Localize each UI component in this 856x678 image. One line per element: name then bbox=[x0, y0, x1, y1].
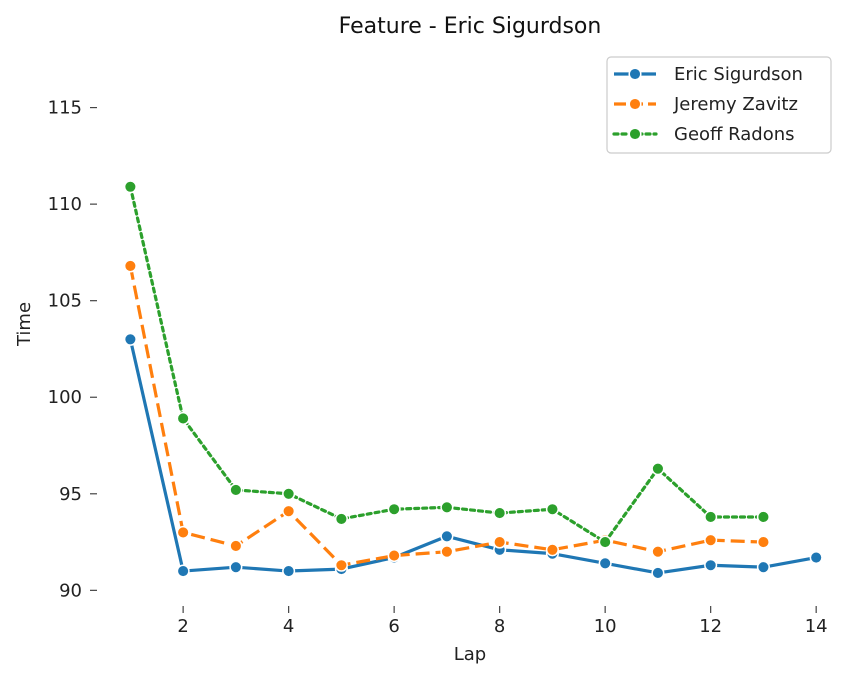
data-point bbox=[651, 566, 665, 580]
data-point bbox=[229, 560, 243, 574]
data-point bbox=[229, 539, 243, 553]
data-point bbox=[334, 558, 348, 572]
data-point bbox=[440, 529, 454, 543]
x-tick-label: 6 bbox=[388, 616, 399, 637]
y-tick-label: 100 bbox=[48, 387, 82, 408]
series-line bbox=[128, 338, 817, 575]
data-point bbox=[229, 483, 243, 497]
data-point bbox=[123, 180, 137, 194]
legend: Eric Sigurdson Jeremy Zavitz Geoff Radons bbox=[606, 56, 832, 154]
data-point bbox=[176, 411, 190, 426]
data-point bbox=[545, 543, 559, 557]
legend-marker bbox=[628, 97, 642, 111]
data-point bbox=[756, 535, 770, 549]
legend-item: Geoff Radons bbox=[612, 124, 795, 145]
data-point bbox=[704, 510, 718, 524]
data-point bbox=[387, 549, 401, 563]
legend-item: Eric Sigurdson bbox=[614, 64, 803, 85]
series-line bbox=[128, 265, 764, 567]
data-point bbox=[440, 500, 454, 514]
data-point bbox=[704, 533, 718, 547]
legend-marker bbox=[628, 67, 642, 81]
data-point bbox=[598, 535, 612, 549]
data-point bbox=[493, 506, 507, 520]
data-point bbox=[282, 504, 296, 518]
data-point bbox=[651, 462, 665, 476]
data-point bbox=[282, 487, 296, 501]
chart-title: Feature - Eric Sigurdson bbox=[339, 14, 602, 39]
data-point bbox=[598, 556, 612, 570]
data-point bbox=[176, 564, 190, 578]
data-point bbox=[809, 550, 823, 565]
data-point bbox=[440, 545, 454, 559]
x-tick-label: 10 bbox=[594, 616, 617, 637]
legend-label: Geoff Radons bbox=[674, 124, 795, 145]
data-point bbox=[282, 564, 296, 578]
data-point bbox=[123, 259, 137, 273]
data-point bbox=[123, 332, 137, 346]
series-line bbox=[128, 185, 766, 544]
legend-label: Jeremy Zavitz bbox=[673, 94, 798, 115]
series-2 bbox=[123, 259, 770, 572]
data-point bbox=[651, 545, 665, 559]
series-layer bbox=[123, 180, 823, 580]
data-point bbox=[176, 525, 190, 539]
y-tick-label: 90 bbox=[59, 580, 82, 601]
x-tick-label: 2 bbox=[177, 616, 188, 637]
data-point bbox=[704, 558, 718, 572]
data-point bbox=[493, 535, 507, 549]
legend-item: Jeremy Zavitz bbox=[614, 94, 798, 115]
legend-label: Eric Sigurdson bbox=[674, 64, 803, 85]
y-tick-label: 110 bbox=[48, 194, 82, 215]
legend-frame bbox=[606, 56, 832, 154]
data-point bbox=[334, 512, 348, 526]
y-tick-label: 115 bbox=[48, 98, 82, 119]
data-point bbox=[756, 510, 770, 524]
data-point bbox=[387, 502, 401, 516]
data-point bbox=[545, 502, 559, 516]
y-tick-label: 105 bbox=[48, 291, 82, 312]
x-axis-title: Lap bbox=[454, 644, 486, 665]
legend-marker bbox=[628, 127, 642, 141]
y-axis-title: Time bbox=[14, 302, 35, 347]
series-3 bbox=[123, 180, 770, 549]
x-tick-label: 14 bbox=[805, 616, 828, 637]
x-tick-label: 4 bbox=[283, 616, 294, 637]
data-point bbox=[756, 560, 770, 574]
axis-ticks: 90 95 100 105 110 115 2 4 6 8 10 12 14 bbox=[48, 98, 828, 637]
x-tick-label: 12 bbox=[699, 616, 722, 637]
x-tick-label: 8 bbox=[494, 616, 505, 637]
y-tick-label: 95 bbox=[59, 484, 82, 505]
